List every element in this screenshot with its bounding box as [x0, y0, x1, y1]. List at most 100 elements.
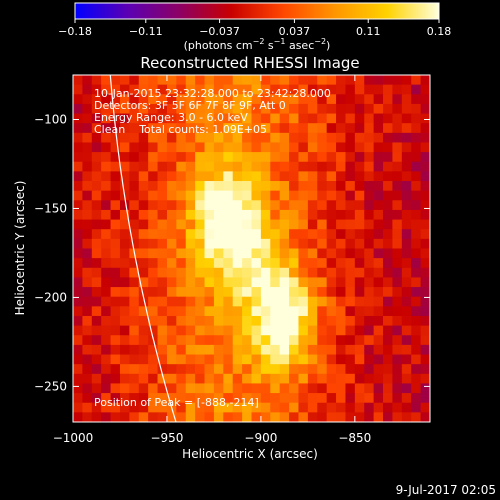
heatmap-pixel — [204, 412, 215, 422]
heatmap-pixel — [354, 103, 365, 115]
heatmap-pixel — [260, 344, 271, 356]
heatmap-pixel — [401, 383, 412, 394]
heatmap-pixel — [336, 296, 347, 307]
heatmap-pixel — [420, 364, 430, 375]
heatmap-pixel — [91, 296, 102, 307]
heatmap-pixel — [345, 142, 356, 153]
heatmap-pixel — [373, 412, 384, 422]
heatmap-pixel — [373, 219, 384, 230]
heatmap-pixel — [354, 113, 365, 124]
heatmap-pixel — [392, 277, 403, 288]
heatmap-pixel — [345, 306, 356, 317]
heatmap-pixel — [157, 344, 168, 356]
heatmap-pixel — [420, 84, 430, 95]
heatmap-pixel — [317, 103, 328, 115]
heatmap-pixel — [119, 161, 130, 172]
heatmap-pixel — [185, 402, 196, 413]
heatmap-pixel — [91, 209, 102, 221]
heatmap-pixel — [138, 248, 149, 259]
heatmap-pixel — [317, 402, 328, 413]
y-tick-label: −200 — [34, 290, 67, 304]
heatmap-pixel — [73, 103, 83, 115]
heatmap-pixel — [213, 354, 224, 365]
heatmap-pixel — [119, 248, 130, 259]
heatmap-pixel — [73, 113, 83, 124]
heatmap-pixel — [166, 258, 177, 269]
heatmap-pixel — [336, 412, 347, 422]
heatmap-pixel — [119, 94, 130, 105]
heatmap-pixel — [223, 161, 234, 172]
heatmap-pixel — [204, 393, 215, 404]
heatmap-pixel — [129, 142, 140, 153]
heatmap-pixel — [242, 287, 253, 298]
y-axis-label: Heliocentric Y (arcsec) — [13, 181, 27, 316]
heatmap-pixel — [260, 238, 271, 250]
heatmap-pixel — [411, 306, 422, 317]
heatmap-pixel — [392, 306, 403, 317]
heatmap-pixel — [195, 393, 206, 404]
heatmap-pixel — [213, 238, 224, 250]
heatmap-pixel — [298, 181, 309, 192]
heatmap-pixel — [364, 267, 375, 279]
heatmap-pixel — [101, 200, 112, 211]
heatmap-pixel — [195, 171, 206, 182]
heatmap-pixel — [185, 335, 196, 346]
heatmap-pixel — [129, 181, 140, 192]
heatmap-pixel — [185, 373, 196, 385]
heatmap-pixel — [345, 287, 356, 298]
heatmap-pixel — [401, 335, 412, 346]
heatmap-pixel — [119, 132, 130, 144]
heatmap-pixel — [420, 287, 430, 298]
heatmap-pixel — [213, 287, 224, 298]
heatmap-pixel — [82, 190, 93, 201]
heatmap-pixel — [242, 335, 253, 346]
heatmap-pixel — [138, 354, 149, 365]
heatmap-pixel — [411, 229, 422, 240]
heatmap-pixel — [317, 412, 328, 422]
heatmap-pixel — [148, 103, 159, 115]
heatmap-pixel — [401, 84, 412, 95]
heatmap-pixel — [110, 142, 121, 153]
heatmap-pixel — [176, 238, 187, 250]
heatmap-pixel — [204, 296, 215, 307]
heatmap-pixel — [185, 200, 196, 211]
heatmap-pixel — [185, 238, 196, 250]
heatmap-pixel — [129, 161, 140, 172]
heatmap-pixel — [373, 171, 384, 182]
heatmap-pixel — [383, 123, 394, 134]
heatmap-pixel — [411, 412, 422, 422]
heatmap-pixel — [411, 171, 422, 182]
heatmap-pixel — [232, 248, 243, 259]
heatmap-pixel — [326, 277, 337, 288]
heatmap-pixel — [289, 209, 300, 221]
heatmap-pixel — [270, 190, 281, 201]
heatmap-pixel — [148, 296, 159, 307]
heatmap-pixel — [176, 402, 187, 413]
heatmap-pixel — [73, 393, 83, 404]
heatmap-pixel — [364, 132, 375, 144]
heatmap-pixel — [213, 181, 224, 192]
heatmap-pixel — [129, 123, 140, 134]
heatmap-pixel — [307, 75, 318, 86]
heatmap-pixel — [260, 94, 271, 105]
heatmap-pixel — [138, 209, 149, 221]
heatmap-pixel — [260, 113, 271, 124]
heatmap-pixel — [157, 364, 168, 375]
heatmap-pixel — [166, 383, 177, 394]
heatmap-pixel — [223, 258, 234, 269]
heatmap-pixel — [411, 267, 422, 279]
heatmap-pixel — [289, 287, 300, 298]
heatmap-pixel — [392, 209, 403, 221]
heatmap-pixel — [91, 315, 102, 327]
heatmap-pixel — [185, 315, 196, 327]
heatmap-pixel — [166, 287, 177, 298]
colorbar-tick-label: 0.037 — [279, 25, 311, 38]
heatmap-pixel — [138, 325, 149, 336]
heatmap-pixel — [138, 152, 149, 163]
heatmap-pixel — [383, 287, 394, 298]
heatmap-pixel — [326, 306, 337, 317]
heatmap-pixel — [73, 132, 83, 144]
heatmap-pixel — [364, 113, 375, 124]
heatmap-pixel — [345, 277, 356, 288]
heatmap-pixel — [176, 113, 187, 124]
